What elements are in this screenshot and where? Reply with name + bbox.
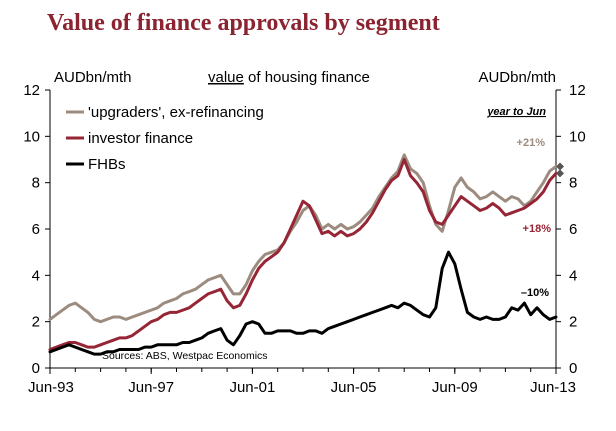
series-end-marker-1 — [556, 169, 564, 178]
y-tick-label-right: 10 — [569, 128, 586, 145]
annotation-block: year to Jun — [486, 106, 546, 118]
x-tick-label: Jun-05 — [331, 379, 377, 396]
x-axis: Jun-93 Jun-97 Jun-01 Jun-05 Jun-09 Jun-13 — [28, 367, 576, 396]
y-tick-label-left: 4 — [32, 267, 40, 284]
x-tick-label: Jun-13 — [530, 379, 576, 396]
series-line-2 — [48, 250, 558, 356]
y-tick-label-left: 10 — [23, 128, 40, 145]
y-tick-label-right: 2 — [569, 314, 577, 331]
series-line-0 — [48, 153, 558, 324]
x-tick-label: Jun-97 — [128, 379, 174, 396]
series-end-marker-0 — [556, 162, 564, 171]
source-note: Sources: ABS, Westpac Economics — [102, 350, 268, 362]
y-tick-label-left: 6 — [32, 221, 40, 238]
annotation-header: year to Jun — [486, 106, 546, 118]
subtitle-suffix: of housing finance — [244, 69, 370, 86]
x-tick-label: Jun-93 — [28, 379, 74, 396]
y-tick-label-right: 12 — [569, 82, 586, 99]
chart-title: Value of finance approvals by segment — [47, 10, 440, 36]
series-annotation-2: –10% — [521, 287, 549, 299]
series-annotation-1: +18% — [523, 223, 552, 235]
y-tick-label-right: 6 — [569, 221, 577, 238]
y-tick-label-right: 0 — [569, 360, 577, 377]
legend: 'upgraders', ex-refinancing investor fina… — [66, 104, 264, 173]
y-tick-label-right: 4 — [569, 267, 577, 284]
legend-label-0: 'upgraders', ex-refinancing — [88, 104, 264, 121]
y-tick-label-left: 8 — [32, 175, 40, 192]
series-annotations: +21% +18% –10% — [517, 137, 552, 299]
y-tick-label-left: 2 — [32, 314, 40, 331]
plot-area — [48, 153, 564, 356]
legend-label-2: FHBs — [88, 156, 126, 173]
y-tick-label-left: 0 — [32, 360, 40, 377]
y-axis-left: 0 2 4 6 8 10 12 — [23, 82, 51, 377]
x-tick-label: Jun-01 — [229, 379, 275, 396]
y-tick-label-right: 8 — [569, 175, 577, 192]
series-annotation-0: +21% — [517, 137, 546, 149]
series-line-1 — [48, 158, 558, 351]
y-axis-right: 0 2 4 6 8 10 12 — [555, 82, 586, 377]
left-axis-unit: AUDbn/mth — [54, 69, 132, 86]
chart-subtitle: value of housing finance — [208, 69, 370, 86]
x-tick-label: Jun-09 — [432, 379, 478, 396]
y-tick-label-left: 12 — [23, 82, 40, 99]
right-axis-unit: AUDbn/mth — [478, 69, 556, 86]
legend-label-1: investor finance — [88, 130, 193, 147]
subtitle-prefix: value — [208, 69, 244, 86]
